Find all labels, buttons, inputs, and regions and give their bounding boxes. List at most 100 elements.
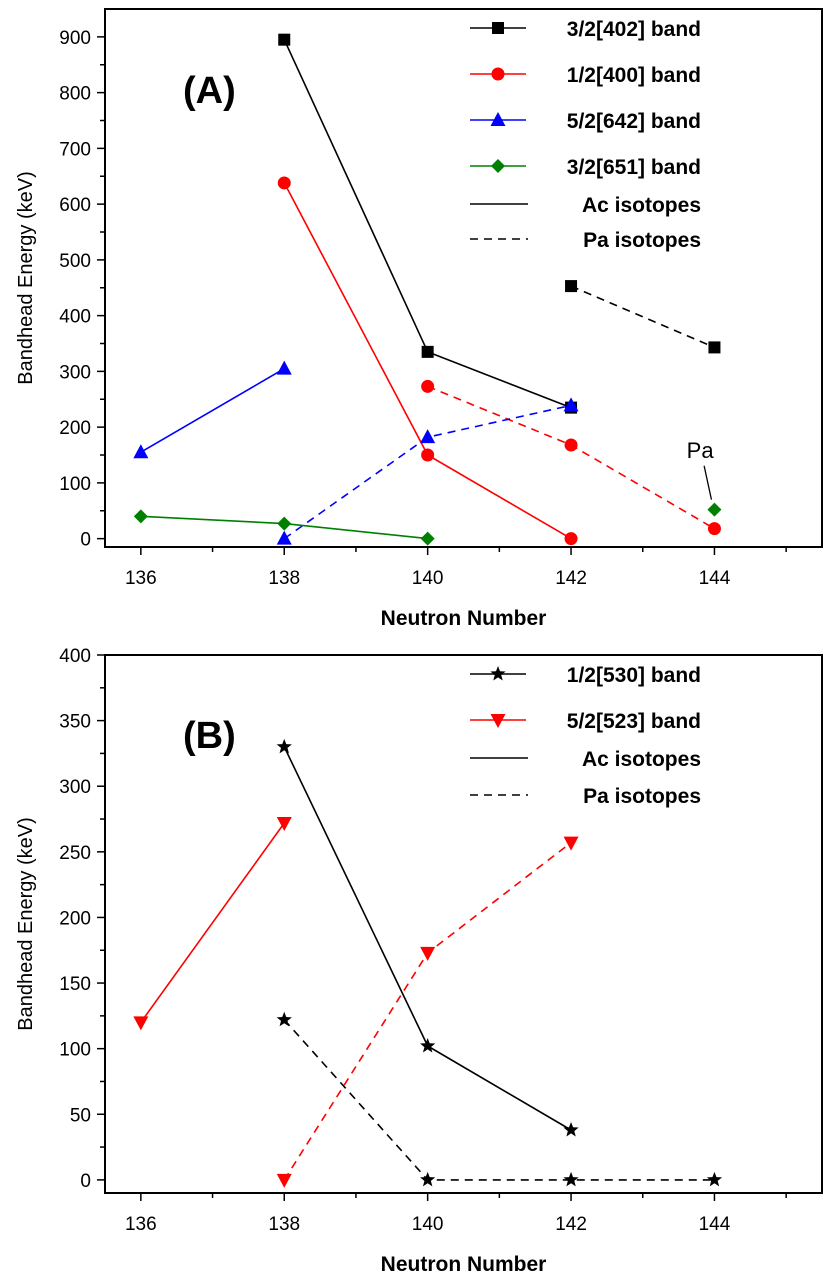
legend-label: 3/2[402] band (567, 18, 701, 41)
data-point (421, 345, 434, 358)
data-point (707, 502, 722, 517)
x-tick-label: 142 (555, 568, 587, 589)
x-tick-label: 140 (412, 1214, 444, 1235)
legend-label: Pa isotopes (583, 229, 701, 252)
legend-marker (492, 22, 504, 34)
legend-marker (490, 714, 506, 728)
data-point (706, 1171, 723, 1187)
data-point (565, 280, 578, 293)
x-tick-label: 144 (699, 568, 731, 589)
panel-label: (A) (183, 70, 236, 112)
data-point (707, 522, 721, 536)
legend-marker (490, 666, 506, 681)
legend-marker (490, 112, 506, 126)
series-2 (133, 360, 579, 545)
data-point (133, 509, 148, 524)
series-1 (133, 816, 579, 1188)
data-point (276, 530, 292, 545)
x-tick-label: 136 (125, 1214, 157, 1235)
data-point (276, 1011, 292, 1027)
y-tick-label: 100 (59, 474, 91, 495)
y-tick-label: 400 (59, 307, 91, 328)
y-axis-title: Bandhead Energy (keV) (15, 171, 37, 384)
ac-isotope-line (283, 182, 572, 540)
data-point (277, 176, 291, 190)
y-tick-label: 350 (59, 712, 91, 733)
legend: 3/2[402] band 1/2[400] band 5/2[642] band 3… (470, 18, 701, 252)
data-point (563, 836, 579, 851)
ac-isotope-line (283, 746, 572, 1131)
x-axis-title: Neutron Number (381, 1253, 547, 1276)
data-point (133, 1016, 149, 1031)
legend-label: 3/2[651] band (567, 156, 701, 179)
y-tick-label: 300 (59, 362, 91, 383)
y-tick-label: 200 (59, 418, 91, 439)
data-point (278, 33, 291, 46)
y-tick-label: 0 (80, 530, 91, 551)
panel-label: (B) (183, 715, 236, 757)
ac-isotope-line (140, 822, 285, 1023)
data-point (563, 1171, 579, 1187)
legend-label: 1/2[530] band (567, 664, 701, 687)
data-point (420, 946, 436, 961)
legend-marker (491, 159, 505, 173)
ac-isotope-line (140, 367, 285, 453)
legend: 1/2[530] band 5/2[523] band Ac isotopes Pa … (470, 664, 701, 808)
y-tick-label: 100 (59, 1040, 91, 1061)
y-tick-label: 400 (59, 646, 91, 667)
x-tick-label: 136 (125, 568, 157, 589)
data-point (421, 379, 435, 393)
y-tick-label: 250 (59, 843, 91, 864)
data-point (277, 516, 292, 531)
y-tick-label: 0 (80, 1171, 91, 1192)
x-tick-label: 142 (555, 1214, 587, 1235)
data-point (420, 1171, 436, 1187)
data-point (420, 531, 435, 546)
data-point (133, 444, 149, 459)
plot-frame (104, 654, 823, 1194)
x-tick-label: 140 (412, 568, 444, 589)
y-tick-label: 600 (59, 195, 91, 216)
x-axis-title: Neutron Number (381, 607, 547, 630)
legend-label: 5/2[642] band (567, 110, 701, 133)
y-tick-label: 50 (70, 1105, 91, 1126)
pa-isotope-line (570, 285, 715, 349)
x-tick-label: 138 (268, 1214, 300, 1235)
data-point (420, 429, 436, 444)
data-point (420, 1038, 436, 1053)
panel-a: 136 138 140 142 144 0 100 200 300 400 500 600 700 800… (15, 8, 823, 630)
data-point (421, 448, 435, 462)
pa-isotope-line (283, 1019, 715, 1181)
annotation-pointer (703, 465, 713, 500)
data-point (276, 816, 292, 831)
annotation-label: Pa (687, 438, 715, 463)
y-axis-title: Bandhead Energy (keV) (15, 817, 37, 1030)
series-1 (277, 176, 721, 546)
y-tick-label: 200 (59, 908, 91, 929)
data-point (564, 438, 578, 452)
y-tick-label: 150 (59, 974, 91, 995)
data-point (276, 1173, 292, 1188)
legend-label: Pa isotopes (583, 785, 701, 808)
legend-label: 1/2[400] band (567, 64, 701, 87)
y-tick-label: 500 (59, 251, 91, 272)
x-tick-label: 138 (268, 568, 300, 589)
pa-isotope-line (283, 404, 572, 540)
y-tick-label: 900 (59, 28, 91, 49)
series-0 (278, 33, 721, 414)
legend-marker (491, 67, 505, 81)
panel-b: 136 138 140 142 144 0 50 100 150 200 250 300 350 400 N… (15, 646, 823, 1276)
series-3 (133, 502, 722, 546)
data-point (564, 532, 578, 546)
data-point (563, 397, 579, 412)
data-point (276, 738, 292, 754)
data-point (563, 1122, 579, 1137)
x-tick-label: 144 (699, 1214, 731, 1235)
pa-isotope-line (283, 841, 572, 1181)
legend-label: 5/2[523] band (567, 710, 701, 733)
legend-label: Ac isotopes (582, 194, 701, 217)
legend-label: Ac isotopes (582, 748, 701, 771)
series-0 (276, 738, 723, 1187)
y-tick-label: 700 (59, 139, 91, 160)
